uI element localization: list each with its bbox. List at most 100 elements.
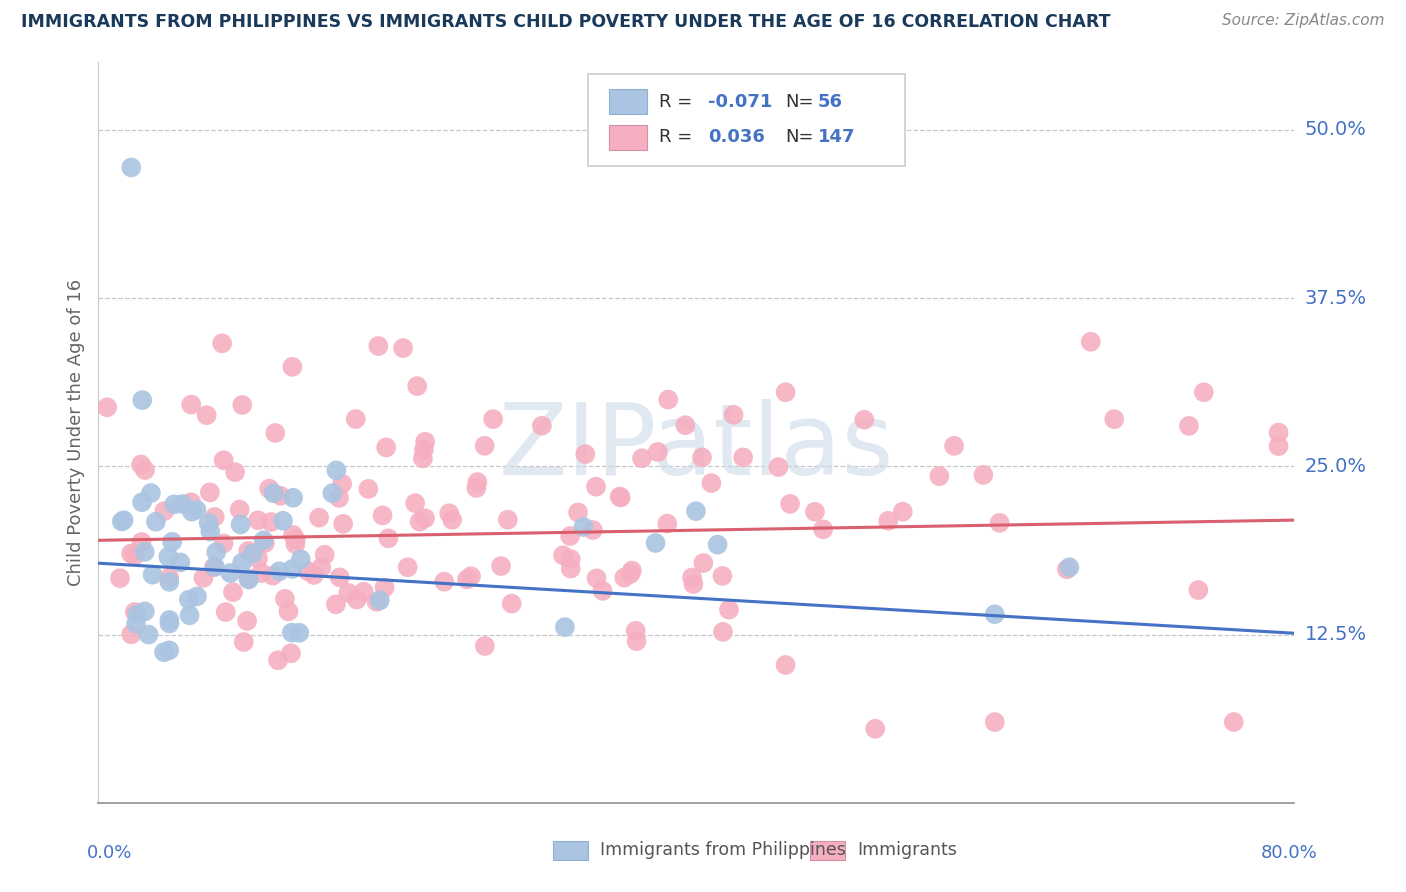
Point bbox=[157, 571, 180, 585]
Point bbox=[768, 460, 790, 475]
Point bbox=[281, 359, 304, 374]
Point bbox=[238, 572, 260, 586]
Point bbox=[131, 393, 153, 408]
Point bbox=[673, 418, 696, 433]
Point bbox=[330, 476, 353, 491]
Point bbox=[157, 549, 180, 564]
Point bbox=[253, 536, 276, 550]
Point bbox=[204, 510, 226, 524]
Point bbox=[337, 586, 360, 600]
Point bbox=[200, 524, 222, 539]
Point bbox=[368, 593, 391, 607]
Point bbox=[131, 495, 153, 509]
Text: Immigrants from Philippines: Immigrants from Philippines bbox=[600, 841, 846, 859]
Point bbox=[236, 614, 259, 628]
Point bbox=[373, 581, 395, 595]
Point bbox=[456, 573, 478, 587]
Point bbox=[163, 497, 186, 511]
Point bbox=[779, 497, 801, 511]
Point bbox=[1192, 385, 1215, 400]
Point bbox=[560, 552, 582, 566]
Point bbox=[437, 506, 460, 520]
Point bbox=[441, 513, 464, 527]
Point bbox=[465, 481, 488, 495]
Point bbox=[281, 562, 304, 576]
Point bbox=[1187, 583, 1209, 598]
Point bbox=[325, 597, 347, 611]
Point bbox=[138, 627, 160, 641]
Point bbox=[302, 568, 325, 582]
Point bbox=[811, 522, 834, 536]
Point bbox=[408, 515, 430, 529]
Point bbox=[321, 486, 343, 500]
Point bbox=[412, 451, 434, 466]
Point bbox=[153, 645, 176, 659]
Point bbox=[723, 408, 745, 422]
Point bbox=[988, 516, 1011, 530]
Text: 37.5%: 37.5% bbox=[1305, 288, 1367, 308]
Point bbox=[120, 547, 142, 561]
Point bbox=[474, 439, 496, 453]
Point bbox=[706, 538, 728, 552]
Point bbox=[193, 571, 215, 585]
Point bbox=[592, 583, 614, 598]
Point bbox=[212, 536, 235, 550]
Point bbox=[96, 401, 118, 415]
Point bbox=[267, 653, 290, 667]
Point bbox=[943, 439, 966, 453]
Text: ZIPatlas: ZIPatlas bbox=[498, 399, 894, 496]
Point bbox=[501, 597, 523, 611]
FancyBboxPatch shape bbox=[609, 125, 647, 150]
Point bbox=[406, 379, 429, 393]
Point bbox=[733, 450, 755, 465]
Point bbox=[853, 413, 876, 427]
Point bbox=[153, 504, 176, 518]
Point bbox=[141, 567, 163, 582]
Point bbox=[1178, 418, 1201, 433]
FancyBboxPatch shape bbox=[609, 89, 647, 114]
Text: N=: N= bbox=[786, 128, 814, 146]
Point bbox=[700, 476, 723, 491]
Point bbox=[232, 635, 254, 649]
Point bbox=[271, 514, 294, 528]
Point bbox=[332, 516, 354, 531]
FancyBboxPatch shape bbox=[553, 840, 589, 860]
Point bbox=[250, 566, 273, 580]
Point bbox=[229, 517, 252, 532]
Point bbox=[560, 561, 582, 575]
Point bbox=[412, 442, 434, 457]
Point bbox=[984, 607, 1007, 622]
Text: 80.0%: 80.0% bbox=[1261, 844, 1317, 862]
Point bbox=[238, 544, 260, 558]
Point bbox=[775, 658, 797, 673]
Text: 0.036: 0.036 bbox=[709, 128, 765, 146]
FancyBboxPatch shape bbox=[589, 73, 905, 166]
Point bbox=[159, 616, 181, 631]
Point bbox=[246, 551, 269, 566]
Point bbox=[692, 556, 714, 570]
Point bbox=[270, 489, 292, 503]
Point bbox=[1223, 714, 1246, 729]
Point bbox=[288, 625, 311, 640]
Text: Immigrants: Immigrants bbox=[858, 841, 957, 859]
Point bbox=[284, 533, 307, 547]
Point bbox=[180, 495, 202, 509]
Point bbox=[644, 536, 666, 550]
Point bbox=[125, 616, 148, 631]
Point bbox=[375, 441, 398, 455]
Point bbox=[482, 412, 505, 426]
Point bbox=[620, 564, 643, 578]
Point bbox=[262, 486, 284, 500]
Point bbox=[269, 564, 291, 578]
Point bbox=[717, 603, 740, 617]
Point bbox=[392, 341, 415, 355]
Point bbox=[572, 520, 595, 534]
Point bbox=[396, 560, 419, 574]
Text: R =: R = bbox=[659, 93, 692, 111]
Point bbox=[325, 463, 347, 477]
Point bbox=[231, 556, 253, 570]
Point bbox=[228, 502, 250, 516]
Point bbox=[891, 505, 914, 519]
Point bbox=[262, 568, 284, 582]
Point bbox=[681, 570, 703, 584]
